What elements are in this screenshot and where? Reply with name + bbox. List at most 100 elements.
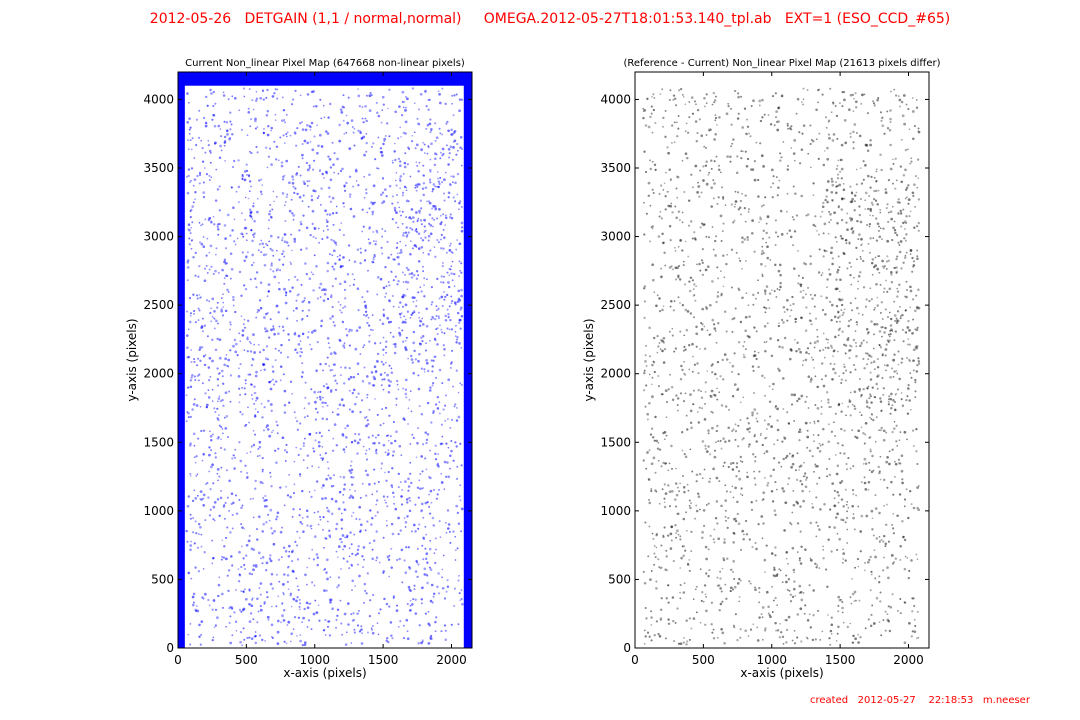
- scatter-point: [336, 608, 340, 612]
- scatter-point: [436, 396, 439, 399]
- scatter-point: [375, 229, 379, 233]
- scatter-point: [187, 139, 189, 142]
- scatter-point: [685, 414, 688, 417]
- scatter-point: [331, 315, 334, 318]
- scatter-point: [255, 399, 257, 402]
- scatter-point: [399, 248, 403, 252]
- scatter-point: [914, 624, 917, 628]
- scatter-point: [416, 575, 419, 579]
- scatter-point: [357, 545, 360, 548]
- scatter-point: [833, 489, 836, 492]
- scatter-point: [223, 363, 227, 367]
- scatter-point: [288, 209, 292, 213]
- scatter-point: [241, 333, 245, 337]
- scatter-point: [666, 569, 668, 572]
- scatter-point: [394, 345, 397, 349]
- scatter-point: [208, 379, 211, 382]
- scatter-point: [917, 357, 920, 360]
- scatter-point: [881, 377, 884, 380]
- scatter-point: [270, 635, 273, 638]
- scatter-point: [270, 328, 273, 332]
- scatter-point: [320, 319, 324, 323]
- scatter-point: [328, 620, 331, 623]
- scatter-point: [385, 434, 388, 437]
- scatter-point: [675, 104, 678, 107]
- scatter-point: [298, 229, 301, 232]
- scatter-point: [759, 119, 763, 123]
- scatter-point: [354, 168, 358, 172]
- scatter-point: [351, 496, 355, 499]
- scatter-point: [816, 335, 819, 338]
- scatter-point: [679, 278, 682, 281]
- scatter-point: [658, 635, 662, 638]
- scatter-point: [366, 321, 369, 325]
- scatter-point: [214, 199, 218, 202]
- scatter-point: [232, 295, 235, 299]
- scatter-point: [809, 255, 812, 258]
- scatter-point: [781, 346, 784, 349]
- scatter-point: [789, 521, 792, 524]
- scatter-point: [876, 296, 879, 299]
- scatter-point: [869, 555, 872, 559]
- scatter-point: [204, 592, 207, 596]
- scatter-point: [789, 304, 792, 307]
- scatter-point: [313, 489, 316, 492]
- scatter-point: [423, 218, 426, 222]
- scatter-point: [218, 395, 221, 398]
- scatter-point: [312, 273, 315, 276]
- scatter-point: [338, 139, 342, 143]
- scatter-point: [732, 517, 736, 521]
- left-plot: Current Non_linear Pixel Map (647668 non…: [125, 58, 473, 680]
- scatter-point: [404, 120, 408, 124]
- scatter-point: [344, 436, 348, 439]
- scatter-point: [261, 562, 264, 565]
- scatter-point: [218, 156, 222, 159]
- scatter-point: [325, 589, 328, 592]
- scatter-point: [278, 287, 281, 291]
- scatter-point: [325, 506, 329, 510]
- scatter-point: [764, 437, 767, 440]
- scatter-point: [671, 398, 675, 401]
- scatter-point: [703, 97, 706, 100]
- scatter-point: [655, 490, 658, 493]
- scatter-point: [764, 293, 767, 296]
- scatter-point: [659, 618, 662, 621]
- scatter-point: [343, 508, 346, 511]
- scatter-point: [316, 297, 319, 300]
- scatter-point: [418, 161, 421, 164]
- scatter-point: [213, 407, 216, 410]
- scatter-point: [240, 212, 243, 215]
- scatter-point: [384, 265, 387, 269]
- scatter-point: [768, 292, 772, 295]
- scatter-point: [813, 420, 816, 423]
- scatter-point: [459, 269, 462, 272]
- scatter-point: [800, 316, 803, 319]
- scatter-point: [849, 371, 852, 374]
- scatter-point: [330, 512, 334, 516]
- scatter-point: [707, 548, 710, 551]
- scatter-point: [760, 613, 763, 616]
- scatter-point: [348, 496, 351, 499]
- scatter-point: [374, 514, 377, 517]
- scatter-point: [842, 372, 845, 375]
- scatter-point: [770, 289, 773, 292]
- scatter-point: [715, 429, 718, 433]
- scatter-point: [293, 240, 297, 243]
- scatter-point: [374, 398, 376, 400]
- scatter-point: [689, 276, 693, 280]
- scatter-point: [307, 619, 311, 622]
- scatter-point: [353, 278, 356, 281]
- scatter-point: [874, 306, 876, 309]
- scatter-point: [795, 112, 798, 115]
- scatter-point: [285, 135, 288, 138]
- scatter-point: [910, 635, 914, 638]
- scatter-point: [429, 449, 431, 452]
- scatter-point: [705, 307, 709, 310]
- scatter-point: [243, 387, 246, 390]
- scatter-point: [410, 530, 413, 533]
- scatter-point: [683, 582, 686, 585]
- scatter-point: [443, 354, 446, 357]
- scatter-point: [283, 573, 286, 576]
- scatter-point: [355, 396, 358, 399]
- scatter-point: [260, 402, 263, 405]
